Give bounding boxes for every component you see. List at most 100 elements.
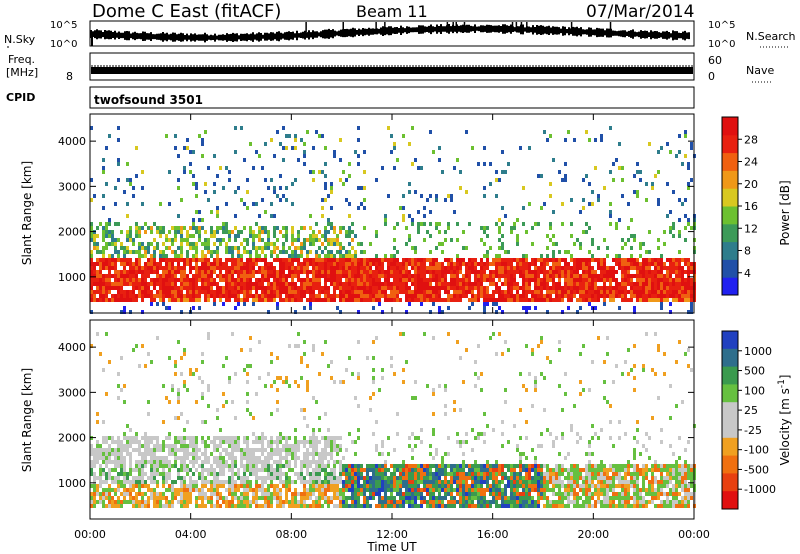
power-cell — [606, 266, 609, 270]
power-cell — [354, 266, 357, 270]
power-cell — [318, 134, 321, 138]
velocity-cell — [387, 476, 390, 480]
velocity-cell — [174, 496, 177, 500]
velocity-cell — [243, 480, 246, 484]
velocity-cell — [459, 440, 462, 444]
velocity-cell — [294, 464, 297, 468]
power-cell — [342, 290, 345, 294]
power-cell — [348, 258, 351, 262]
power-cell — [450, 298, 453, 302]
power-cell — [252, 246, 255, 250]
power-cell — [606, 274, 609, 278]
velocity-cell — [267, 444, 270, 448]
power-cell — [495, 298, 498, 302]
velocity-cell — [162, 480, 165, 484]
power-cell — [669, 230, 672, 234]
power-cell — [177, 294, 180, 298]
velocity-cell — [444, 480, 447, 484]
power-cell — [366, 266, 369, 270]
velocity-cell — [342, 488, 345, 492]
power-cell — [582, 206, 585, 210]
power-cell — [573, 294, 576, 298]
velocity-cell — [393, 496, 396, 500]
velocity-cell — [339, 444, 342, 448]
power-cell — [252, 234, 255, 238]
velocity-cell — [156, 480, 159, 484]
velocity-cell — [126, 444, 129, 448]
power-cell — [111, 286, 114, 290]
velocity-cell — [126, 492, 129, 496]
power-cell — [288, 270, 291, 274]
power-cell — [471, 262, 474, 266]
velocity-cell — [447, 492, 450, 496]
power-cell — [291, 266, 294, 270]
power-cell — [591, 258, 594, 262]
power-cell — [378, 274, 381, 278]
power-cell — [552, 250, 555, 254]
velocity-cell — [150, 360, 153, 364]
power-cell — [300, 242, 303, 246]
power-cell — [501, 270, 504, 274]
velocity-cell — [123, 432, 126, 436]
velocity-cell — [459, 476, 462, 480]
power-cell — [504, 266, 507, 270]
velocity-cell — [318, 416, 321, 420]
power-cell — [660, 302, 663, 306]
power-cell — [444, 278, 447, 282]
power-cell — [678, 218, 681, 222]
velocity-cell — [339, 488, 342, 492]
velocity-cell — [417, 480, 420, 484]
velocity-cell — [432, 504, 435, 508]
velocity-cell — [258, 436, 261, 440]
power-cell — [408, 274, 411, 278]
velocity-cell — [258, 488, 261, 492]
power-cell — [549, 258, 552, 262]
power-cell — [204, 278, 207, 282]
velocity-cell — [183, 460, 186, 464]
power-cell — [216, 250, 219, 254]
power-cell — [447, 222, 450, 226]
power-cell — [633, 306, 636, 310]
power-cell — [378, 286, 381, 290]
power-cell — [690, 142, 693, 146]
power-cell — [555, 298, 558, 302]
power-cell — [264, 142, 267, 146]
power-cell — [621, 166, 624, 170]
power-cell — [453, 266, 456, 270]
power-cell — [609, 214, 612, 218]
velocity-cell — [288, 468, 291, 472]
power-cell — [111, 242, 114, 246]
power-cell — [270, 202, 273, 206]
power-cell — [615, 262, 618, 266]
velocity-cell — [351, 480, 354, 484]
power-cell — [120, 246, 123, 250]
power-cell — [429, 282, 432, 286]
velocity-cell — [342, 480, 345, 484]
power-cell — [660, 282, 663, 286]
velocity-cell — [366, 464, 369, 468]
power-cell — [150, 226, 153, 230]
power-cell — [171, 258, 174, 262]
power-cell — [636, 190, 639, 194]
velocity-cell — [324, 472, 327, 476]
power-cell — [582, 282, 585, 286]
power-cell — [111, 230, 114, 234]
velocity-cell — [123, 480, 126, 484]
power-cell — [345, 178, 348, 182]
power-cell — [102, 226, 105, 230]
power-cell — [570, 234, 573, 238]
power-cell — [171, 278, 174, 282]
power-cell — [141, 226, 144, 230]
power-cell — [324, 246, 327, 250]
power-cell — [264, 290, 267, 294]
velocity-cell — [279, 504, 282, 508]
power-cell — [363, 150, 366, 154]
power-cell — [516, 238, 519, 242]
velocity-cell — [429, 504, 432, 508]
power-cell — [222, 302, 225, 306]
velocity-cell — [411, 492, 414, 496]
velocity-cell — [378, 472, 381, 476]
power-cell — [336, 282, 339, 286]
power-cell — [654, 294, 657, 298]
power-cell — [300, 262, 303, 266]
